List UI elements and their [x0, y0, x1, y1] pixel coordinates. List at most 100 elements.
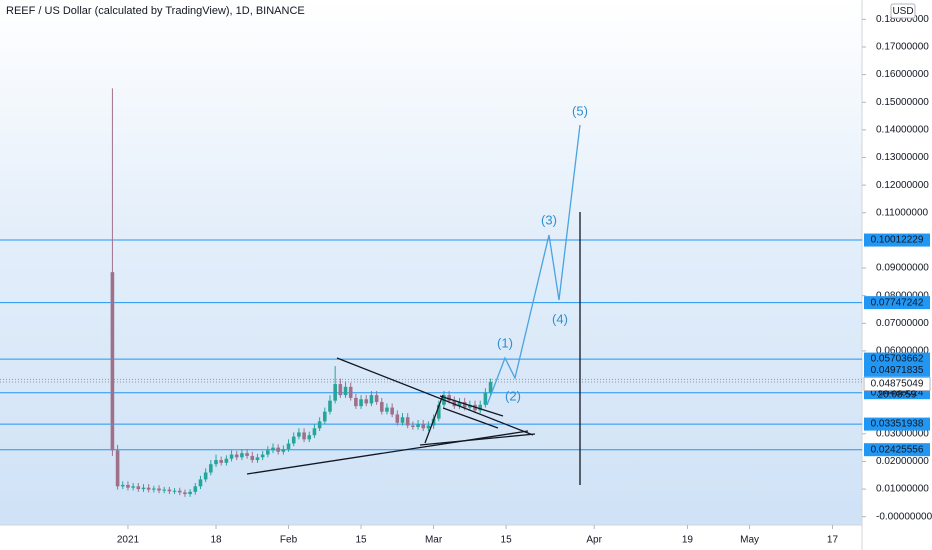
y-tick-label: 0.15000000	[876, 97, 929, 108]
candle-body	[146, 487, 151, 490]
candle-body	[405, 417, 410, 426]
level-label-box	[864, 443, 930, 457]
x-tick-label: 17	[827, 535, 839, 546]
candle-body	[260, 454, 265, 458]
drawings	[246, 212, 581, 485]
candle-body	[379, 402, 384, 412]
price-label: 0.04971835	[871, 365, 924, 376]
wave-path	[486, 124, 581, 406]
time-axis-background	[0, 525, 862, 550]
candle-body	[411, 425, 415, 427]
y-tick-label: 0.16000000	[876, 69, 929, 80]
candle-body	[421, 424, 426, 429]
candle-body	[214, 460, 218, 465]
candle-body	[317, 421, 322, 429]
candle-body	[323, 411, 327, 422]
candle-body	[416, 424, 420, 427]
level-label: 0.10012229	[871, 235, 924, 246]
axis: 0.18000000 0.17000000 0.16000000 0.15000000…	[117, 14, 932, 546]
candle-body	[312, 428, 317, 436]
y-tick-label: 0.17000000	[876, 42, 929, 53]
currency-badge	[890, 3, 916, 19]
candle-body	[431, 418, 436, 426]
candle-body	[291, 436, 296, 444]
wave-label: (3)	[541, 212, 557, 227]
level-label-box	[864, 296, 930, 310]
price-axis-background	[862, 0, 932, 550]
level-label-box	[864, 352, 930, 366]
y-tick-label: 0.02000000	[876, 456, 929, 467]
candle-body	[468, 404, 472, 408]
candle-body	[369, 395, 374, 404]
candle-body	[234, 454, 239, 458]
x-tick-label: 15	[356, 535, 368, 546]
flag-line	[442, 407, 499, 429]
level-label: 0.07747242	[871, 297, 924, 308]
y-tick-label: 0.12000000	[876, 180, 929, 191]
candle-body	[229, 454, 234, 459]
x-tick-label: May	[740, 535, 759, 546]
level-label: 0.02425556	[871, 444, 924, 455]
candle-body	[120, 484, 125, 487]
candle-body	[400, 417, 405, 423]
x-tick-label: 19	[682, 535, 694, 546]
chart-title: REEF / US Dollar (calculated by TradingV…	[6, 5, 305, 17]
price-label-box	[864, 363, 930, 377]
wave-label: (1)	[497, 335, 513, 350]
level-label: 0.03351938	[871, 419, 924, 430]
candle-body	[359, 399, 363, 407]
price-label: 0.04875049	[871, 379, 924, 390]
trend-line	[336, 357, 534, 436]
candle-body	[302, 432, 306, 440]
candle-body	[436, 404, 441, 419]
level-label-box	[864, 417, 930, 431]
trend-line	[419, 433, 536, 446]
x-tick-label: Mar	[425, 535, 443, 546]
candle-body	[224, 458, 229, 463]
wave-label: (4)	[552, 311, 568, 326]
candle-body	[483, 392, 488, 405]
currency: USD	[892, 6, 913, 17]
candle-body	[281, 449, 286, 452]
candle-body	[136, 486, 141, 490]
candle-body	[395, 414, 400, 423]
y-tick-label: 0.03000000	[876, 428, 929, 439]
y-tick-label: 0.06000000	[876, 346, 929, 357]
level-label: 0.04488024	[871, 387, 924, 398]
candle-body	[126, 484, 130, 488]
candle-body	[209, 464, 213, 473]
candle-body	[219, 460, 223, 463]
candle-body	[141, 487, 146, 490]
candle-body	[162, 489, 167, 491]
candle-body	[343, 386, 348, 396]
level-label: 0.05703662	[871, 354, 924, 365]
wave-label: (2)	[505, 388, 521, 403]
candle-body	[478, 404, 483, 411]
x-tick-label: 18	[210, 535, 222, 546]
candle-body	[177, 490, 182, 493]
candle-body	[374, 395, 379, 403]
candle-body	[286, 443, 291, 450]
candle-body	[338, 384, 343, 396]
candle-body	[203, 472, 208, 480]
candle-body	[364, 399, 369, 404]
candle-body	[115, 450, 120, 487]
candle-body	[110, 272, 115, 451]
level-label-box	[864, 233, 930, 247]
candle-body	[457, 402, 462, 407]
y-tick-label: 0.07000000	[876, 318, 929, 329]
flag-line	[439, 395, 504, 417]
candle-body	[426, 425, 431, 429]
candle-body	[462, 402, 467, 408]
candle-body	[167, 489, 172, 492]
candle-body	[266, 450, 270, 455]
x-tick-label: Feb	[280, 535, 298, 546]
y-tick-label: 0.08000000	[876, 290, 929, 301]
candle-body	[333, 384, 337, 401]
y-tick-label: 0.01000000	[876, 484, 929, 495]
y-tick-label: -0.00000000	[876, 511, 932, 522]
candle-body	[172, 490, 177, 492]
candle-body	[447, 395, 451, 401]
candle-body	[193, 486, 198, 492]
countdown: 20:08:59	[878, 390, 917, 401]
